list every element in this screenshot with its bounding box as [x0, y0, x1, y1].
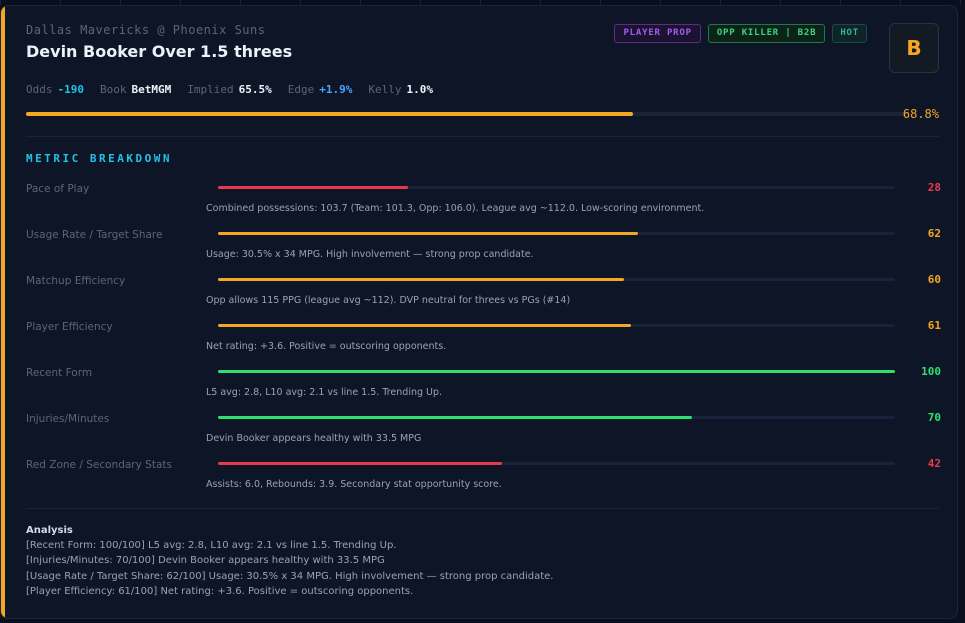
- book-value: BetMGM: [131, 83, 172, 96]
- metric-row-player-efficiency: Player Efficiency 61 Net rating: +3.6. P…: [1, 319, 957, 367]
- odds-value: -190: [57, 83, 85, 96]
- analysis-line: [Player Efficiency: 61/100] Net rating: …: [26, 585, 414, 597]
- metric-bar-fill: [218, 416, 692, 419]
- metric-description: Net rating: +3.6. Positive = outscoring …: [206, 341, 447, 352]
- metric-score: 42: [927, 457, 941, 470]
- metric-bar-fill: [218, 186, 408, 189]
- analysis-title: Analysis: [26, 525, 73, 536]
- metric-description: Combined possessions: 103.7 (Team: 101.3…: [206, 203, 705, 214]
- metric-score: 28: [927, 181, 941, 194]
- metric-score: 62: [927, 227, 941, 240]
- analysis-line: [Recent Form: 100/100] L5 avg: 2.8, L10 …: [26, 540, 397, 552]
- metric-label: Red Zone / Secondary Stats: [26, 459, 172, 471]
- metric-row-pace: Pace of Play 28 Combined possessions: 10…: [1, 181, 957, 229]
- metric-description: L5 avg: 2.8, L10 avg: 2.1 vs line 1.5. T…: [206, 387, 443, 398]
- confidence-bar-fill: [26, 112, 633, 116]
- metric-bar: [218, 232, 895, 235]
- metric-row-matchup: Matchup Efficiency 60 Opp allows 115 PPG…: [1, 273, 957, 321]
- background-grid: [0, 0, 965, 5]
- metric-row-red-zone: Red Zone / Secondary Stats 42 Assists: 6…: [1, 457, 957, 505]
- player-prop-badge: PLAYER PROP: [614, 24, 701, 43]
- book-stat: Book BetMGM: [100, 83, 171, 96]
- kelly-stat: Kelly 1.0%: [368, 83, 433, 96]
- analysis-line: [Injuries/Minutes: 70/100] Devin Booker …: [26, 555, 385, 567]
- analysis-line: [Usage Rate / Target Share: 62/100] Usag…: [26, 570, 554, 582]
- edge-value: +1.9%: [319, 83, 353, 96]
- metric-score: 61: [927, 319, 941, 332]
- metric-score: 100: [921, 365, 941, 378]
- metric-label: Matchup Efficiency: [26, 275, 126, 287]
- divider: [26, 508, 940, 509]
- metric-row-recent-form: Recent Form 100 L5 avg: 2.8, L10 avg: 2.…: [1, 365, 957, 413]
- metric-label: Player Efficiency: [26, 321, 113, 333]
- book-label: Book: [100, 83, 127, 96]
- metric-bar-fill: [218, 232, 638, 235]
- metric-label: Injuries/Minutes: [26, 413, 110, 425]
- badge-group: PLAYER PROP OPP KILLER | B2B HOT: [614, 24, 867, 43]
- metric-label: Recent Form: [26, 367, 93, 379]
- metric-label: Pace of Play: [26, 183, 90, 195]
- metric-bar: [218, 186, 895, 189]
- opp-killer-badge: OPP KILLER | B2B: [707, 24, 826, 43]
- odds-stats-row: Odds -190 Book BetMGM Implied 65.5% Edge +1.…: [26, 83, 449, 96]
- confidence-value: 68.8%: [902, 107, 939, 121]
- prop-title: Devin Booker Over 1.5 threes: [26, 42, 293, 61]
- kelly-value: 1.0%: [406, 83, 433, 96]
- odds-stat: Odds -190: [26, 83, 84, 96]
- metric-row-injuries: Injuries/Minutes 70 Devin Booker appears…: [1, 411, 957, 459]
- odds-label: Odds: [26, 83, 53, 96]
- metric-bar: [218, 416, 895, 419]
- kelly-label: Kelly: [368, 83, 402, 96]
- divider: [26, 136, 940, 137]
- prop-card[interactable]: Dallas Mavericks @ Phoenix Suns Devin Bo…: [0, 5, 958, 619]
- confidence-bar: [26, 112, 908, 116]
- metric-description: Assists: 6.0, Rebounds: 3.9. Secondary s…: [206, 479, 502, 490]
- matchup-label: Dallas Mavericks @ Phoenix Suns: [26, 23, 266, 37]
- grade-badge: B: [889, 23, 939, 73]
- metric-bar: [218, 278, 895, 281]
- implied-value: 65.5%: [238, 83, 272, 96]
- metric-description: Opp allows 115 PPG (league avg ~112). DV…: [206, 295, 571, 306]
- edge-label: Edge: [287, 83, 315, 96]
- hot-badge: HOT: [832, 24, 867, 43]
- metric-breakdown-heading: METRIC BREAKDOWN: [26, 152, 172, 165]
- implied-stat: Implied 65.5%: [187, 83, 271, 96]
- metric-bar: [218, 462, 895, 465]
- metric-bar-fill: [218, 370, 895, 373]
- implied-label: Implied: [187, 83, 234, 96]
- metric-description: Usage: 30.5% x 34 MPG. High involvement …: [206, 249, 534, 260]
- metric-bar-fill: [218, 278, 625, 281]
- card-accent-bar: [1, 6, 5, 618]
- analysis-section: Analysis [Recent Form: 100/100] L5 avg: …: [26, 523, 553, 599]
- metric-description: Devin Booker appears healthy with 33.5 M…: [206, 433, 422, 444]
- metric-bar: [218, 370, 895, 373]
- metric-label: Usage Rate / Target Share: [26, 229, 163, 241]
- metric-score: 70: [927, 411, 941, 424]
- metric-bar-fill: [218, 324, 631, 327]
- metric-bar-fill: [218, 462, 503, 465]
- metric-row-usage: Usage Rate / Target Share 62 Usage: 30.5…: [1, 227, 957, 275]
- metric-score: 60: [927, 273, 941, 286]
- edge-stat: Edge +1.9%: [288, 83, 353, 96]
- metric-bar: [218, 324, 895, 327]
